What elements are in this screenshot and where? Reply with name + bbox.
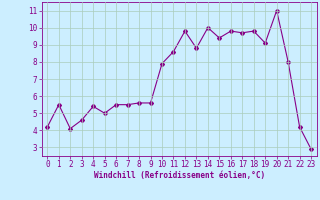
- X-axis label: Windchill (Refroidissement éolien,°C): Windchill (Refroidissement éolien,°C): [94, 171, 265, 180]
